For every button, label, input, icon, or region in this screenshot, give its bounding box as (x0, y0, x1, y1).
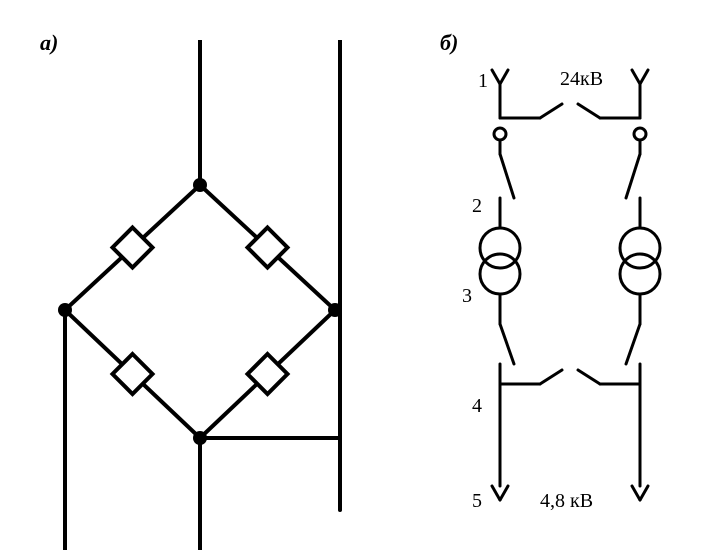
index-4: 4 (472, 395, 482, 418)
index-3: 3 (462, 285, 472, 308)
index-5: 5 (472, 490, 482, 513)
panel-a-diagram (30, 40, 370, 555)
panel-b-schematic (440, 60, 700, 535)
panel-b-label: б) (440, 30, 458, 56)
voltage-bottom-label: 4,8 кВ (540, 490, 593, 513)
index-2: 2 (472, 195, 482, 218)
index-1: 1 (478, 70, 488, 93)
voltage-top-label: 24кВ (560, 68, 603, 91)
